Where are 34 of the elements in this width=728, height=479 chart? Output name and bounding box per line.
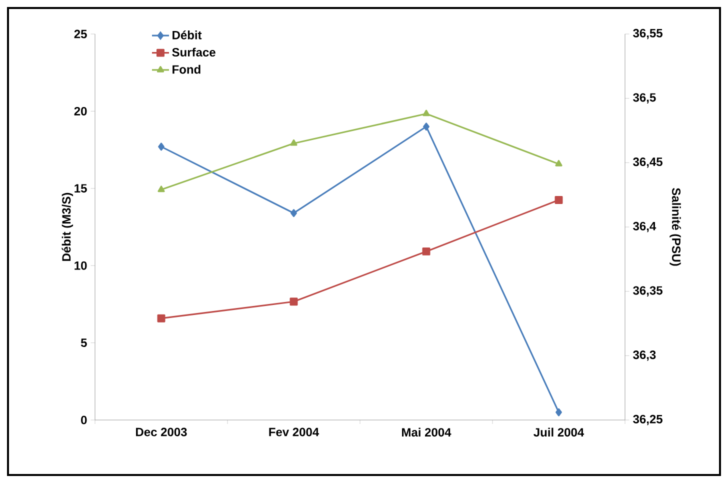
point (157, 314, 166, 322)
y-tick-label: 5 (80, 338, 87, 347)
point (422, 247, 430, 256)
x-tick-label: Juil 2004 (534, 428, 584, 437)
y2-tick-label: 36,55 (633, 28, 662, 40)
y-axis-title: Débit (M3/S) (62, 192, 74, 261)
legend-label: Fond (172, 64, 200, 74)
x-tick-label: Dec 2003 (136, 428, 187, 436)
point (158, 186, 165, 192)
y2-tick-label: 36,3 (633, 350, 656, 361)
point (423, 122, 430, 131)
point (290, 298, 298, 306)
x-tick-label: Fev 2004 (269, 428, 320, 436)
y-tick-label: 25 (74, 30, 87, 38)
point (556, 408, 562, 416)
y2-tick-label: 36,45 (633, 158, 662, 168)
legend-label: Débit (172, 30, 202, 40)
point (290, 209, 297, 218)
y2-tick-label: 36,4 (633, 222, 656, 232)
y2-tick-label: 36,35 (633, 286, 662, 296)
point (554, 196, 563, 204)
point (422, 110, 430, 116)
legend-label: Surface (172, 48, 216, 57)
x-tick-label: Mai 2004 (402, 428, 452, 437)
y2-tick-label: 36,25 (633, 414, 662, 426)
y-tick-label: 10 (74, 261, 87, 270)
point (158, 142, 164, 151)
point (290, 139, 298, 146)
y-tick-label: 20 (74, 106, 87, 116)
y2-tick-label: 36,5 (633, 93, 656, 104)
y-tick-label: 0 (81, 416, 87, 424)
point (555, 160, 562, 166)
y2-axis-title: Salinité (PSU) (670, 188, 681, 266)
y-tick-label: 15 (74, 184, 87, 193)
